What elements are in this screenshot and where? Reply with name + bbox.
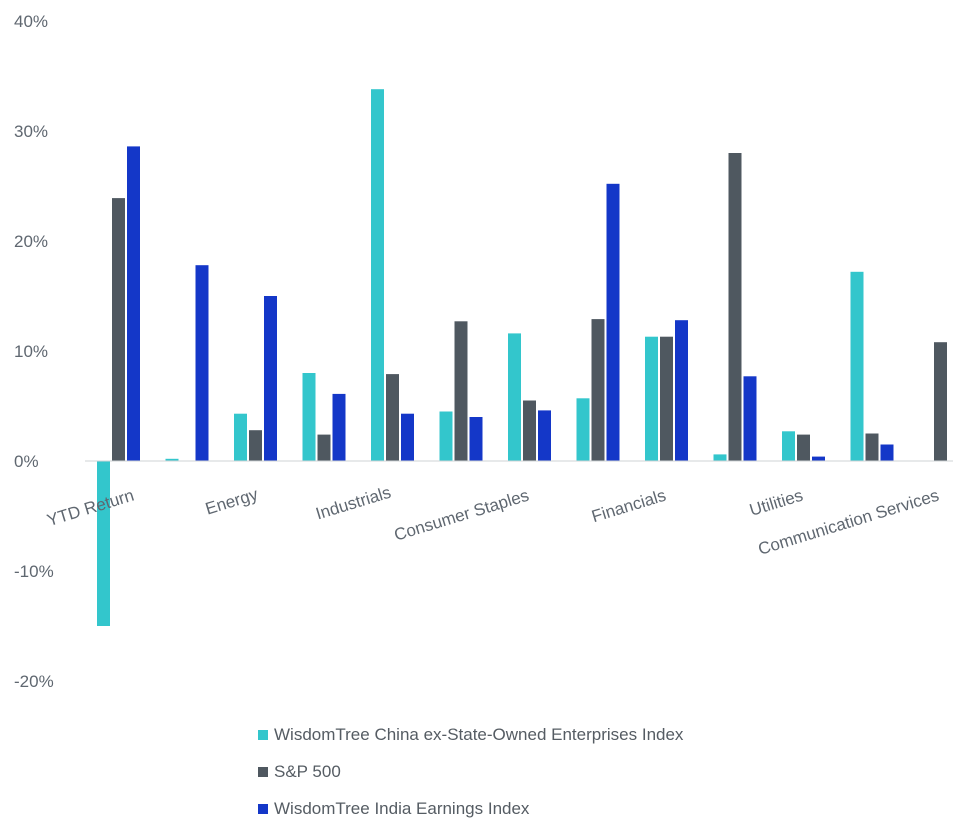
- legend-swatch: [258, 766, 268, 777]
- bar-china-ex-soe: [165, 458, 179, 461]
- bar-sp500: [865, 433, 879, 461]
- legend-swatch: [258, 803, 268, 814]
- bar-china-ex-soe: [508, 333, 521, 461]
- category-label: YTD Return: [45, 486, 136, 530]
- bar-india-earnings: [880, 444, 894, 461]
- bars: [97, 89, 947, 626]
- bar-sp500: [523, 400, 536, 461]
- bar-china-ex-soe: [234, 413, 247, 461]
- legend-label: WisdomTree India Earnings Index: [274, 798, 530, 818]
- legend-label: S&P 500: [274, 761, 341, 781]
- legend-swatch: [258, 729, 268, 740]
- bar-china-ex-soe: [302, 373, 316, 461]
- bar-sp500: [660, 336, 673, 461]
- bar-india-earnings: [127, 146, 140, 461]
- y-tick-label: 30%: [14, 122, 48, 141]
- y-tick-label: 40%: [14, 12, 48, 31]
- category-label: Consumer Staples: [392, 486, 531, 545]
- legend: WisdomTree China ex-State-Owned Enterpri…: [258, 716, 683, 827]
- bar-china-ex-soe: [713, 454, 727, 461]
- y-tick-label: 10%: [14, 342, 48, 361]
- y-tick-label: -10%: [14, 562, 54, 581]
- y-axis-ticks: 40% 30% 20% 10% 0% -10% -20%: [14, 12, 54, 691]
- bar-china-ex-soe: [97, 461, 110, 626]
- category-label: Energy: [203, 485, 261, 519]
- bar-india-earnings: [812, 456, 825, 461]
- bar-india-earnings: [538, 410, 551, 461]
- bar-india-earnings: [743, 376, 757, 461]
- legend-item-sp500: S&P 500: [258, 753, 683, 790]
- y-tick-label: 0%: [14, 452, 39, 471]
- category-label: Financials: [589, 486, 668, 527]
- bar-sp500: [934, 342, 947, 461]
- bar-india-earnings: [264, 296, 277, 461]
- bar-china-ex-soe: [371, 89, 384, 461]
- legend-item-china-ex-soe: WisdomTree China ex-State-Owned Enterpri…: [258, 716, 683, 753]
- bar-india-earnings: [332, 393, 346, 461]
- bar-india-earnings: [195, 265, 209, 461]
- category-label: Industrials: [314, 483, 394, 524]
- bar-sp500: [317, 434, 331, 461]
- bar-china-ex-soe: [850, 271, 864, 461]
- bar-china-ex-soe: [439, 411, 453, 461]
- y-tick-label: 20%: [14, 232, 48, 251]
- bar-china-ex-soe: [645, 336, 658, 461]
- bar-india-earnings: [606, 183, 620, 462]
- bar-sp500: [454, 321, 468, 461]
- bar-india-earnings: [675, 320, 688, 461]
- legend-label: WisdomTree China ex-State-Owned Enterpri…: [274, 724, 684, 744]
- bar-china-ex-soe: [782, 431, 795, 461]
- bar-sp500: [112, 198, 125, 461]
- y-tick-label: -20%: [14, 672, 54, 691]
- bar-india-earnings: [469, 417, 483, 461]
- bar-sp500: [591, 319, 605, 461]
- bar-sp500: [386, 374, 399, 461]
- bar-india-earnings: [401, 413, 414, 461]
- legend-item-india-earnings: WisdomTree India Earnings Index: [258, 790, 683, 827]
- bar-china-ex-soe: [576, 398, 590, 461]
- category-label: Utilities: [747, 486, 805, 520]
- bar-sp500: [249, 430, 262, 461]
- bar-sp500: [728, 153, 742, 461]
- bar-sp500: [797, 434, 810, 461]
